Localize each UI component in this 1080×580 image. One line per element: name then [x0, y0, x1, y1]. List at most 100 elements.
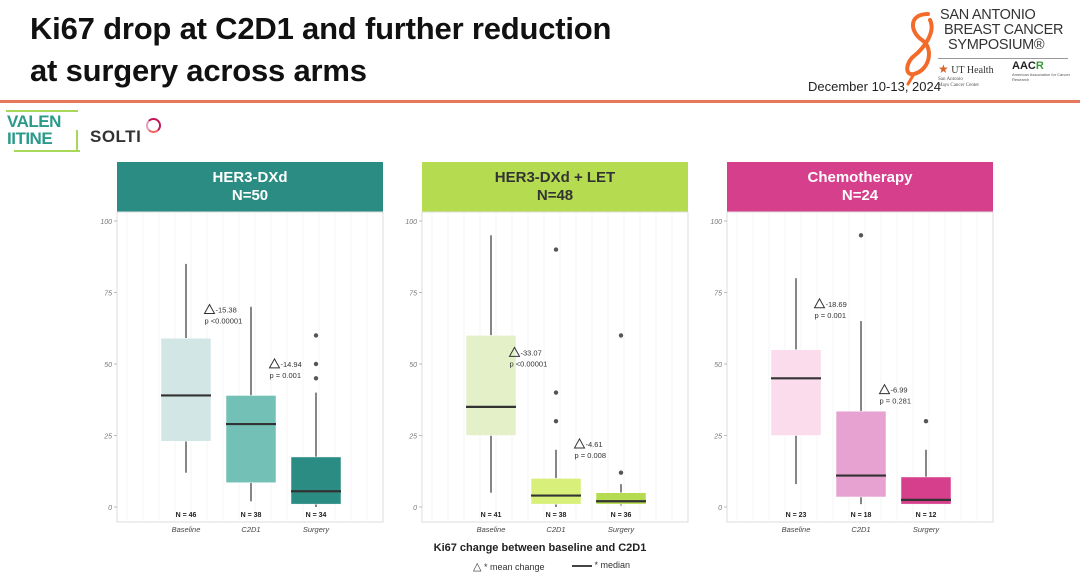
y-tick-label: 0: [108, 505, 112, 512]
y-tick-label: 75: [104, 291, 112, 298]
valentine-line-2: IITINE: [7, 129, 53, 148]
aacr-logo: AACR American Association for Cancer Res…: [1012, 60, 1075, 82]
outlier-point: [313, 333, 319, 338]
sabcs-line-1: SAN ANTONIO: [940, 7, 1036, 23]
outlier-point: [313, 376, 319, 381]
delta-triangle-icon: [203, 303, 216, 315]
aacr-text: AAC: [1012, 60, 1036, 72]
aacr-sub: American Association for Cancer Research: [1012, 72, 1071, 82]
boxplot-her3-dxd-let: 0 25 50 75 100 N = 41 Baseline N = 38 C2D1 N = 36…: [405, 211, 689, 534]
outlier-point: [618, 333, 624, 338]
boxplot-chemotherapy: 0 25 50 75 100 N = 23 Baseline N = 18 C2D1 N = 12…: [710, 211, 994, 534]
x-tick-label: C2D1: [241, 525, 260, 534]
outlier-point: [923, 419, 929, 424]
valentine-line-1: VALEN: [7, 112, 61, 131]
header-rule: [0, 100, 1080, 103]
y-tick-label: 100: [710, 219, 722, 226]
ut-health-sub-1: San Antonio: [938, 77, 963, 82]
box-baseline: [770, 349, 822, 436]
panel-title: HER3-DXd: [212, 169, 288, 186]
n-label: N = 34: [306, 512, 327, 519]
panel-her3-dxd: HER3-DXd N=50 0 25 50 75 100 N = 46 Baseline N …: [100, 162, 384, 534]
p-value-label: p <0.00001: [510, 359, 548, 368]
mean-change-label: -33.07: [521, 348, 542, 357]
delta-triangle-icon: [813, 297, 826, 309]
outlier-point: [553, 390, 559, 395]
plot-frame: [421, 211, 689, 523]
outlier-point: [553, 247, 559, 252]
triangle-icon: △: [473, 561, 482, 573]
legend-median-label: * median: [594, 560, 631, 570]
y-tick-label: 50: [104, 362, 112, 369]
slide-title: Ki67 drop at C2D1 and further reduction …: [30, 8, 611, 92]
y-tick-label: 100: [405, 219, 417, 226]
n-label: N = 46: [176, 512, 197, 519]
n-label: N = 38: [546, 512, 567, 519]
sabcs-line-3: SYMPOSIUM®: [948, 37, 1045, 53]
ut-health-logo: ★ UT Health San Antonio Mays Cancer Cent…: [938, 62, 994, 89]
panel-n: N=24: [841, 187, 879, 204]
boxplot-her3-dxd: 0 25 50 75 100 N = 46 Baseline N = 38 C2D1 N = 34…: [100, 211, 384, 534]
delta-triangle-icon: [573, 437, 586, 449]
valentine-logo: VALEN IITINE: [6, 110, 80, 152]
p-value-label: p <0.00001: [205, 317, 243, 326]
p-value-label: p = 0.008: [575, 451, 607, 460]
x-tick-label: Surgery: [913, 525, 941, 534]
valentine-bracket: [76, 130, 78, 152]
y-tick-label: 25: [713, 434, 722, 441]
box-surgery: [595, 492, 647, 505]
p-value-label: p = 0.001: [270, 371, 302, 380]
panel-n: N=50: [231, 187, 269, 204]
y-tick-label: 75: [714, 291, 722, 298]
slide-title-line-2: at surgery across arms: [30, 53, 367, 88]
x-tick-label: Baseline: [477, 525, 506, 534]
sabcs-divider: [938, 58, 1068, 59]
outlier-point: [313, 361, 319, 367]
n-label: N = 18: [851, 512, 872, 519]
x-tick-label: C2D1: [546, 525, 565, 534]
p-value-label: p = 0.281: [880, 397, 912, 406]
x-tick-label: Baseline: [782, 525, 811, 534]
legend-median: * median: [572, 560, 630, 570]
box-baseline: [160, 338, 212, 442]
n-label: N = 36: [611, 512, 632, 519]
y-tick-label: 50: [409, 362, 417, 369]
solti-ring-icon: [146, 118, 161, 133]
outlier-point: [553, 419, 559, 424]
panel-title: HER3-DXd + LET: [494, 169, 616, 186]
mean-change-label: -15.38: [216, 306, 237, 315]
outlier-point: [858, 233, 864, 238]
slide-title-line-1: Ki67 drop at C2D1 and further reduction: [30, 11, 612, 46]
box-baseline: [465, 335, 517, 436]
mean-change-label: -6.99: [891, 386, 908, 395]
x-axis-title: Ki67 change between baseline and C2D1: [433, 542, 647, 554]
delta-triangle-icon: [268, 357, 281, 369]
aacr-r: R: [1035, 60, 1044, 72]
n-label: N = 12: [916, 512, 937, 519]
solti-logo: SOLTI: [90, 127, 142, 146]
x-tick-label: Baseline: [172, 525, 201, 534]
y-tick-label: 50: [714, 362, 722, 369]
legend-mean: △ * mean change: [473, 560, 545, 573]
valentine-underline: [14, 150, 80, 152]
legend-mean-label: * mean change: [483, 562, 545, 572]
x-tick-label: Surgery: [303, 525, 331, 534]
n-label: N = 38: [241, 512, 262, 519]
ut-health-text: UT Health: [951, 65, 994, 76]
panel-her3-dxd-let: HER3-DXd + LET N=48 0 25 50 75 100 N = 41 Base…: [405, 162, 689, 534]
mean-change-label: -14.94: [281, 360, 302, 369]
shield-icon: ★: [938, 62, 949, 76]
ut-health-sub-2: Mays Cancer Center: [938, 83, 980, 88]
y-tick-label: 75: [409, 291, 417, 298]
mean-change-label: -4.61: [586, 440, 603, 449]
sabcs-line-2: BREAST CANCER: [944, 22, 1064, 38]
panel-n: N=48: [536, 187, 574, 204]
box-c2d1: [530, 478, 582, 505]
sabcs-logo: SAN ANTONIO BREAST CANCER SYMPOSIUM® ★ U…: [900, 4, 1075, 96]
delta-triangle-icon: [878, 383, 891, 395]
x-tick-label: C2D1: [851, 525, 870, 534]
panel-header: Chemotherapy N=24: [727, 162, 993, 212]
panel-chemotherapy: Chemotherapy N=24 0 25 50 75 100 N = 23 Baseli…: [710, 162, 994, 534]
panel-title: Chemotherapy: [807, 169, 913, 186]
panel-header: HER3-DXd + LET N=48: [422, 162, 688, 212]
